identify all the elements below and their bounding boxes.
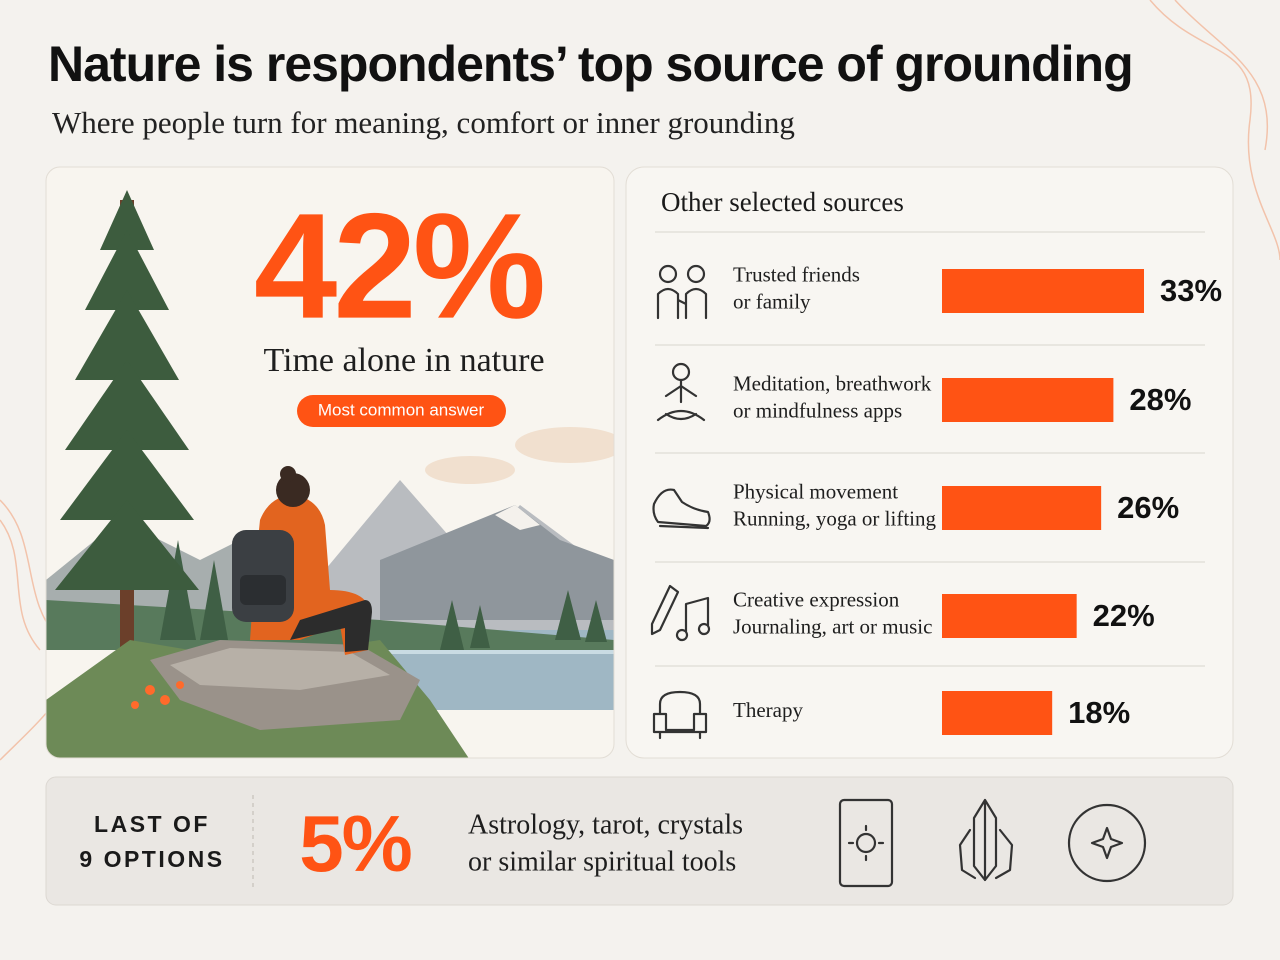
- category-label: Meditation, breathwork: [733, 371, 932, 395]
- bar: [942, 691, 1053, 735]
- hero-stat: 42%: [254, 182, 543, 350]
- title: Nature is respondents’ top source of gro…: [48, 36, 1133, 92]
- hero-border: [45, 166, 615, 759]
- category-label: Physical movement: [733, 479, 898, 503]
- hero-card: [46, 167, 614, 758]
- bar: [942, 269, 1144, 313]
- chart-card: [625, 166, 1234, 759]
- value-label: 26%: [1117, 490, 1179, 525]
- category-label: or mindfulness apps: [733, 398, 902, 422]
- category-label: Therapy: [733, 698, 803, 722]
- badge-text: Most common answer: [318, 400, 485, 419]
- hero-label: Time alone in nature: [263, 342, 544, 379]
- category-label: Trusted friends: [733, 262, 860, 286]
- footer-description: Astrology, tarot, crystals: [468, 809, 743, 840]
- bar: [942, 486, 1102, 530]
- footer-icons: [838, 798, 1147, 888]
- value-label: 18%: [1068, 695, 1130, 730]
- value-label: 22%: [1093, 598, 1155, 633]
- row-icons: [650, 264, 711, 740]
- bar: [942, 594, 1077, 638]
- footer-description: or similar spiritual tools: [468, 846, 736, 877]
- bar: [942, 378, 1114, 422]
- value-label: 28%: [1129, 382, 1191, 417]
- category-label: Creative expression: [733, 587, 900, 611]
- footer-stat: 5%: [299, 799, 411, 888]
- category-label: Running, yoga or lifting: [733, 506, 936, 530]
- badge: [297, 395, 506, 427]
- category-label: or family: [733, 289, 811, 313]
- rank-line: 9 OPTIONS: [79, 846, 224, 872]
- category-label: Journaling, art or music: [733, 614, 932, 638]
- hiker: [232, 466, 372, 655]
- rank-line: LAST OF: [94, 811, 210, 837]
- value-label: 33%: [1160, 273, 1222, 308]
- chart-title: Other selected sources: [661, 187, 904, 217]
- subtitle: Where people turn for meaning, comfort o…: [52, 105, 795, 140]
- footer-card: [45, 776, 1234, 906]
